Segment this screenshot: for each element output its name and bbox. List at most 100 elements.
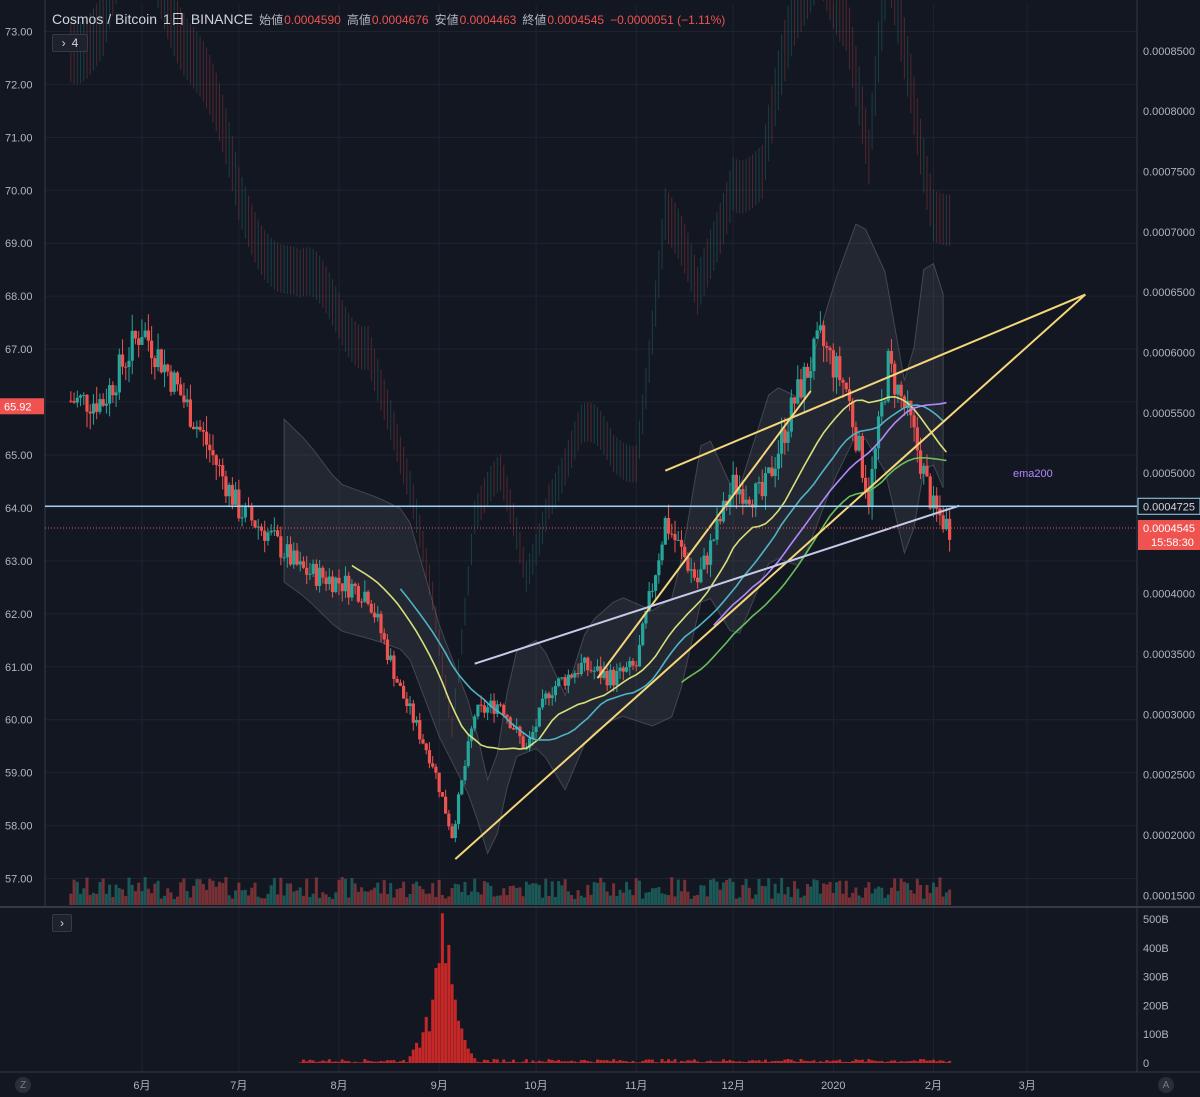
volume-pane-bar — [654, 1062, 658, 1063]
volume-bar — [247, 895, 251, 905]
candle — [550, 687, 554, 706]
candle-body — [120, 354, 125, 367]
volume-bar — [353, 883, 357, 905]
volume-pane-bar — [440, 913, 444, 1063]
candle — [372, 603, 377, 623]
candle — [864, 465, 868, 499]
volume-bar — [434, 896, 438, 905]
volume-bar — [747, 887, 751, 905]
volume-bar — [240, 890, 244, 905]
candle-body — [679, 539, 684, 547]
candle — [896, 384, 900, 403]
volume-pane-bar — [476, 1061, 480, 1063]
candle-body — [760, 481, 764, 497]
candle — [305, 556, 309, 585]
candle — [402, 680, 406, 699]
volume-pane-toggle-button[interactable]: › — [52, 914, 72, 932]
candle-body — [482, 705, 486, 713]
candle-body — [502, 704, 506, 715]
candle-body — [486, 707, 490, 713]
volume-bar — [495, 895, 499, 905]
volume-pane-bar — [566, 1061, 570, 1063]
high-value: 0.0004676 — [371, 13, 429, 27]
candle-body — [592, 670, 596, 672]
volume-pane-bar — [563, 1061, 567, 1063]
volume-pane-bar — [537, 1060, 541, 1063]
open-value: 0.0004590 — [284, 13, 341, 27]
volume-bar — [192, 885, 196, 905]
candle-body — [198, 426, 202, 430]
left-axis-tick-label: 72.00 — [5, 79, 33, 91]
volume-pane-bar — [508, 1061, 512, 1063]
volume-bar — [702, 885, 706, 905]
auto-scale-button[interactable]: A — [1158, 1077, 1174, 1093]
candle — [217, 459, 222, 477]
time-axis-tick-label: 2020 — [821, 1080, 845, 1092]
volume-bar — [641, 898, 645, 905]
candle-body — [918, 450, 923, 474]
volume-bar — [844, 880, 848, 905]
volume-bar — [751, 898, 755, 905]
volume-bar — [508, 886, 512, 905]
candle-body — [783, 429, 787, 443]
open-label: 始値 — [259, 13, 284, 27]
candle-body — [615, 671, 619, 686]
candle — [376, 606, 380, 622]
volume-bar — [699, 885, 703, 905]
volume-pane-bar — [447, 944, 451, 1063]
time-axis-tick-label: 6月 — [133, 1080, 150, 1092]
candle-body — [166, 364, 170, 372]
indicator-collapse-button[interactable]: › 4 — [52, 34, 88, 52]
last-price-badge: 0.0004545 15:58:30 — [1138, 519, 1200, 550]
interval-label[interactable]: 1日 — [163, 11, 185, 27]
candle-body — [676, 539, 680, 541]
volume-bar — [405, 897, 409, 905]
volume-bar — [851, 892, 855, 905]
volume-pane-bar — [696, 1061, 700, 1063]
volume-bar — [889, 887, 893, 905]
candle — [427, 742, 432, 769]
volume-pane-bar — [841, 1061, 845, 1063]
candle — [111, 381, 115, 403]
volume-bar — [347, 897, 351, 905]
volume-pane-bar — [699, 1062, 703, 1063]
volume-bar — [117, 888, 121, 905]
volume-bar — [369, 889, 373, 905]
indicator-count: 4 — [71, 36, 79, 50]
candle-body — [702, 555, 706, 570]
trend-line-long — [454, 293, 1086, 860]
candle — [699, 557, 703, 584]
candle-body — [473, 716, 477, 729]
volume-bar — [156, 880, 160, 905]
candle-body — [256, 526, 260, 528]
volume-pane-bar — [831, 1060, 835, 1063]
candle-body — [146, 330, 150, 341]
volume-bar — [676, 879, 680, 905]
volume-bar — [828, 881, 832, 905]
candle-body — [644, 611, 648, 624]
volume-bar — [356, 891, 360, 905]
candle-body — [715, 518, 719, 540]
candle — [822, 320, 826, 363]
timezone-button[interactable]: Z — [15, 1077, 31, 1093]
candle — [179, 377, 183, 396]
candle-body — [689, 569, 693, 571]
volume-pane-bar — [676, 1062, 680, 1063]
candle — [702, 547, 706, 570]
symbol-name[interactable]: Cosmos / Bitcoin — [52, 11, 158, 27]
candle-body — [802, 366, 806, 398]
volume-pane-bar — [796, 1061, 800, 1063]
candle — [760, 469, 764, 500]
volume-bar — [295, 890, 299, 905]
volume-bar — [670, 877, 674, 905]
candle — [169, 365, 173, 396]
candle-body — [130, 330, 134, 361]
volume-bar — [783, 894, 787, 905]
right-axis-tick-label: 0.0003500 — [1143, 649, 1195, 661]
volume-bar — [363, 891, 367, 905]
candle-body — [398, 682, 402, 686]
volume-bar — [95, 893, 99, 905]
volume-bar — [586, 884, 590, 905]
volume-pane-bar — [625, 1061, 629, 1063]
